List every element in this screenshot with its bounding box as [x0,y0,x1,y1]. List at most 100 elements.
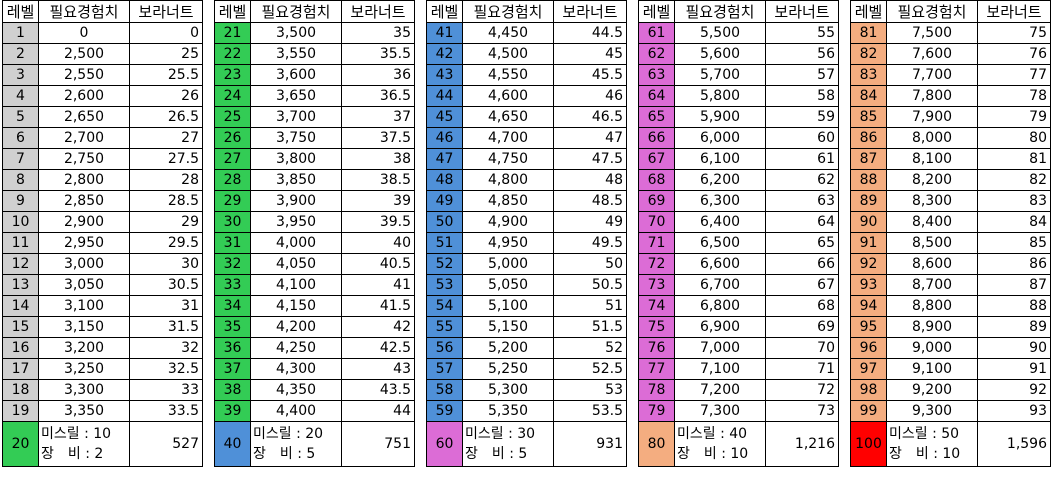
exp-cell: 3,050 [38,274,130,296]
level-cell: 49 [426,190,463,212]
bora-nut-cell: 92 [977,379,1051,401]
level-cell: 82 [850,43,887,65]
exp-cell: 3,700 [250,106,342,128]
bora-nut-cell: 51.5 [553,316,627,338]
level-cell: 71 [638,232,675,254]
exp-cell: 5,100 [462,295,554,317]
table-row: 21 3,500 35 [214,22,415,44]
table-row: 10 2,900 29 [2,211,203,233]
level-cell: 5 [2,106,39,128]
bora-nut-cell: 63 [765,190,839,212]
footer-materials: 미스릴 : 30 장 비 : 5 [462,421,554,467]
bora-nut-cell: 93 [977,400,1051,422]
table-row: 58 5,300 53 [426,379,627,401]
table-row: 76 7,000 70 [638,337,839,359]
table-row: 98 9,200 92 [850,379,1051,401]
level-cell: 29 [214,190,251,212]
level-cell: 52 [426,253,463,275]
exp-cell: 2,650 [38,106,130,128]
header-level: 레벨 [638,0,675,23]
table-row: 81 7,500 75 [850,22,1051,44]
exp-cell: 7,600 [886,43,978,65]
level-cell: 83 [850,64,887,86]
level-cell: 43 [426,64,463,86]
level-cell: 53 [426,274,463,296]
table-row: 32 4,050 40.5 [214,253,415,275]
level-cell: 86 [850,127,887,149]
table-row: 25 3,700 37 [214,106,415,128]
level-cell: 25 [214,106,251,128]
bora-nut-cell: 83 [977,190,1051,212]
exp-cell: 3,500 [250,22,342,44]
bora-nut-cell: 52 [553,337,627,359]
exp-cell: 4,200 [250,316,342,338]
footer-total: 1,596 [977,421,1051,467]
table-row: 93 8,700 87 [850,274,1051,296]
level-cell: 76 [638,337,675,359]
level-cell: 17 [2,358,39,380]
exp-cell: 3,350 [38,400,130,422]
footer-level: 100 [850,421,887,467]
table-row: 94 8,800 88 [850,295,1051,317]
table-row: 69 6,300 63 [638,190,839,212]
table-row: 45 4,650 46.5 [426,106,627,128]
footer-row: 60 미스릴 : 30 장 비 : 5 931 [426,421,627,467]
table-row: 91 8,500 85 [850,232,1051,254]
bora-nut-cell: 81 [977,148,1051,170]
footer-materials: 미스릴 : 50 장 비 : 10 [886,421,978,467]
header-level: 레벨 [426,0,463,23]
exp-cell: 6,500 [674,232,766,254]
bora-nut-cell: 30 [129,253,203,275]
bora-nut-cell: 71 [765,358,839,380]
table-row: 11 2,950 29.5 [2,232,203,254]
exp-cell: 3,150 [38,316,130,338]
exp-cell: 9,200 [886,379,978,401]
header-row: 레벨 필요경험치 보라너트 [214,0,415,23]
level-cell: 89 [850,190,887,212]
bora-nut-cell: 43.5 [341,379,415,401]
footer-level: 40 [214,421,251,467]
header-row: 레벨 필요경험치 보라너트 [850,0,1051,23]
level-cell: 31 [214,232,251,254]
bora-nut-cell: 79 [977,106,1051,128]
exp-cell: 4,450 [462,22,554,44]
exp-cell: 7,500 [886,22,978,44]
bora-nut-cell: 38 [341,148,415,170]
bora-nut-cell: 50.5 [553,274,627,296]
table-row: 49 4,850 48.5 [426,190,627,212]
table-row: 90 8,400 84 [850,211,1051,233]
exp-cell: 5,800 [674,85,766,107]
exp-cell: 7,100 [674,358,766,380]
table-row: 83 7,700 77 [850,64,1051,86]
exp-cell: 7,700 [886,64,978,86]
equipment-line: 장 비 : 2 [41,446,104,462]
table-row: 79 7,300 73 [638,400,839,422]
footer-total: 931 [553,421,627,467]
table-row: 5 2,650 26.5 [2,106,203,128]
bora-nut-cell: 59 [765,106,839,128]
level-cell: 56 [426,337,463,359]
table: 레벨 필요경험치 보라너트 21 3,500 35 22 3,550 35.5 23 3,600 36… [214,0,415,467]
bora-nut-cell: 50 [553,253,627,275]
mithril-line: 미스릴 : 10 [41,426,112,442]
exp-cell: 4,600 [462,85,554,107]
table-row: 85 7,900 79 [850,106,1051,128]
level-cell: 4 [2,85,39,107]
header-required-exp: 필요경험치 [38,0,130,23]
exp-cell: 2,800 [38,169,130,191]
table-row: 87 8,100 81 [850,148,1051,170]
exp-cell: 5,350 [462,400,554,422]
table-row: 6 2,700 27 [2,127,203,149]
bora-nut-cell: 42 [341,316,415,338]
level-cell: 67 [638,148,675,170]
mithril-line: 미스릴 : 20 [253,426,324,442]
exp-cell: 2,700 [38,127,130,149]
bora-nut-cell: 28 [129,169,203,191]
table-row: 23 3,600 36 [214,64,415,86]
table-row: 95 8,900 89 [850,316,1051,338]
level-cell: 78 [638,379,675,401]
bora-nut-cell: 42.5 [341,337,415,359]
table-row: 51 4,950 49.5 [426,232,627,254]
level-cell: 41 [426,22,463,44]
table-row: 82 7,600 76 [850,43,1051,65]
